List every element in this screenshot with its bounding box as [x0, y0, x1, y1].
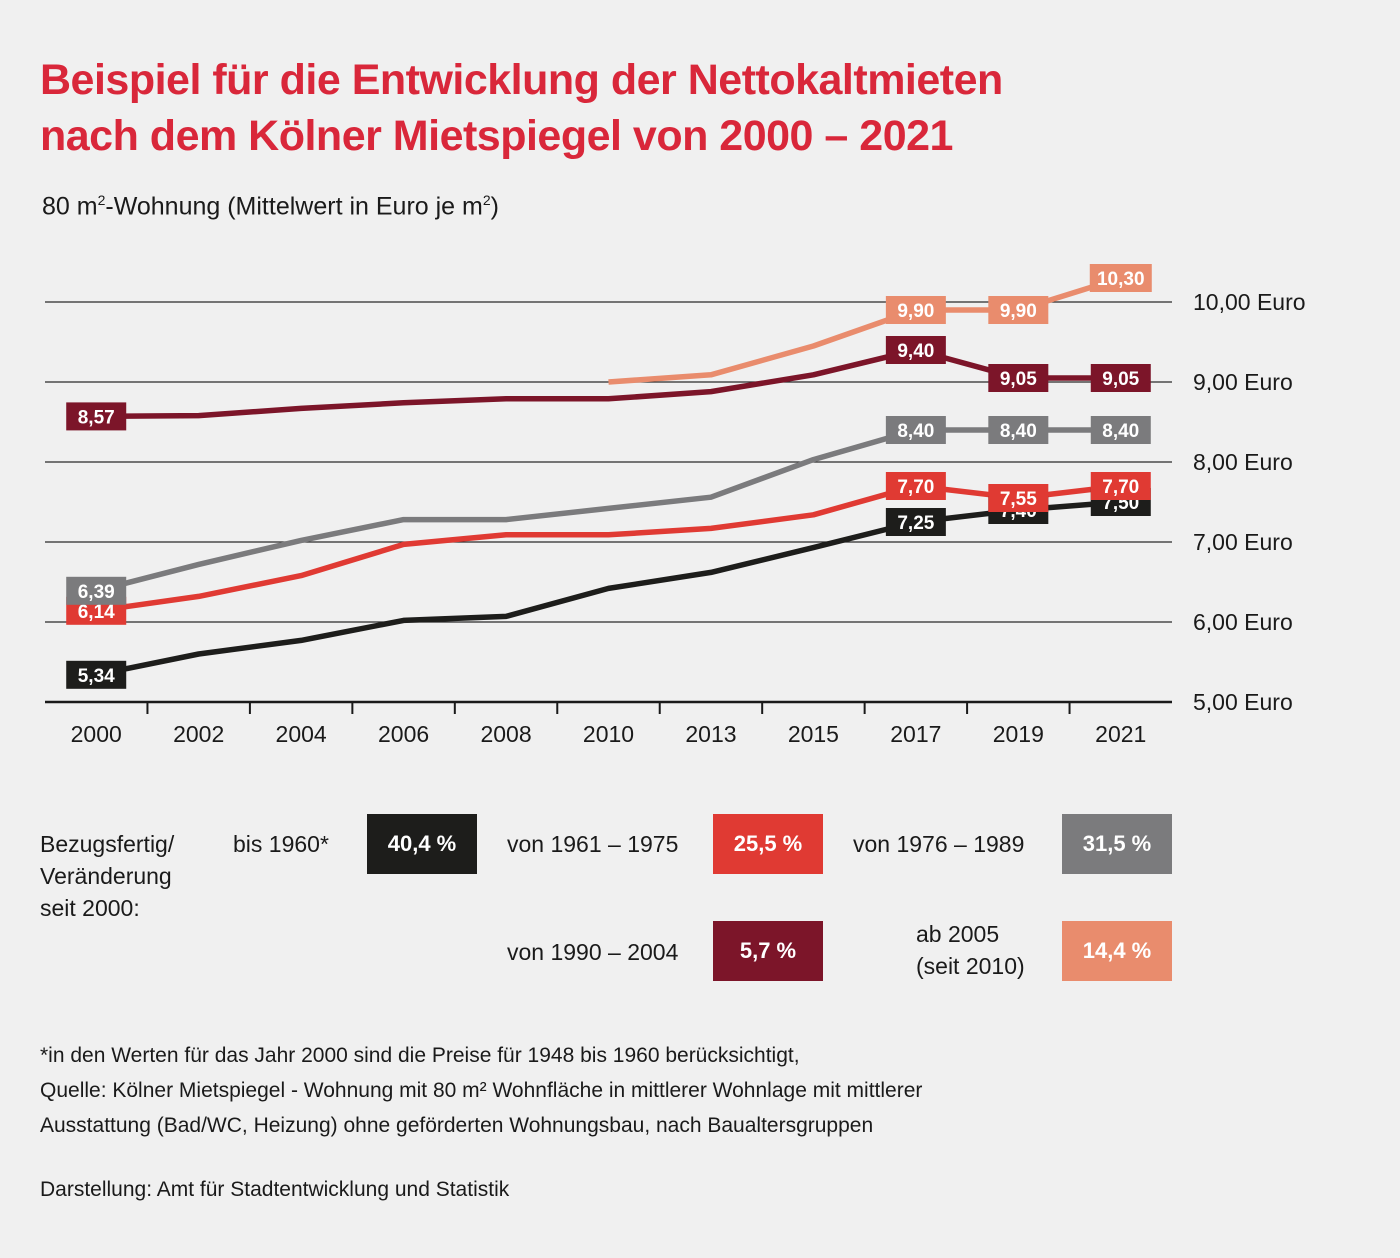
gridlines [45, 301, 1172, 623]
data-label-box [988, 416, 1049, 444]
series-lines [95, 275, 1122, 678]
footnote-line2: Quelle: Kölner Mietspiegel - Wohnung mit… [40, 1079, 923, 1102]
legend-label-1976-1989: von 1976 – 1989 [853, 831, 1025, 857]
legend-heading-line1: Bezugsfertig/ [40, 831, 175, 857]
subtitle-superscript-1: 2 [97, 192, 106, 208]
legend-value-1990-2004: 5,7 % [713, 921, 823, 981]
data-label-box [1089, 264, 1152, 292]
footnotes: *in den Werten für das Jahr 2000 sind di… [40, 1038, 1340, 1143]
data-label: 7,70 [1102, 477, 1139, 498]
data-label: 6,14 [78, 602, 115, 623]
data-label-box [1090, 416, 1151, 444]
chart-subtitle: 80 m2-Wohnung (Mittelwert in Euro je m2) [42, 192, 499, 221]
data-label-box [885, 296, 946, 324]
legend-label-1990-2004: von 1990 – 2004 [507, 939, 679, 965]
data-label: 8,40 [1102, 421, 1139, 442]
data-label-box [988, 296, 1049, 324]
y-tick-label: 8,00 Euro [1193, 449, 1293, 475]
legend-label-ab-2005-line2: (seit 2010) [916, 953, 1025, 979]
x-tick-label: 2000 [71, 721, 122, 747]
data-label: 7,25 [897, 513, 934, 534]
legend-label-bis-1960: bis 1960* [233, 831, 329, 857]
line-chart: 10,00 Euro 9,00 Euro 8,00 Euro 7,00 Euro 6,0… [45, 264, 1306, 747]
x-tick-label: 2006 [378, 721, 429, 747]
x-tick-label: 2019 [993, 721, 1044, 747]
y-tick-label: 6,00 Euro [1193, 609, 1293, 635]
y-tick-label: 7,00 Euro [1193, 529, 1293, 555]
data-label-box [885, 416, 946, 444]
data-label-box [66, 402, 127, 431]
subtitle-prefix: 80 m [42, 192, 98, 221]
subtitle-middle: -Wohnung (Mittelwert in Euro je m [105, 192, 483, 221]
chart-title-line1: Beispiel für die Entwicklung der Nettoka… [40, 56, 1003, 104]
data-label: 5,34 [78, 666, 115, 687]
data-label: 7,70 [897, 477, 934, 498]
legend-label-ab-2005-line1: ab 2005 [916, 921, 1000, 947]
subtitle-superscript-2: 2 [482, 192, 491, 208]
x-tick-label: 2013 [685, 721, 736, 747]
x-axis: 2000 2002 2004 2006 2008 2010 2013 2015 2017 2019… [45, 700, 1172, 747]
data-label: 9,05 [1000, 369, 1037, 390]
footnote-line3: Ausstattung (Bad/WC, Heizung) ohne geför… [40, 1114, 874, 1137]
x-tick-label: 2017 [890, 721, 941, 747]
footnote-line1: *in den Werten für das Jahr 2000 sind di… [40, 1044, 800, 1067]
x-tick-label: 2010 [583, 721, 634, 747]
credit-line: Darstellung: Amt für Stadtentwicklung un… [40, 1178, 510, 1201]
data-label-box [1090, 364, 1151, 392]
y-axis-labels: 10,00 Euro 9,00 Euro 8,00 Euro 7,00 Euro 6,0… [1193, 289, 1306, 715]
y-tick-label: 5,00 Euro [1193, 689, 1293, 715]
data-label: 9,05 [1102, 369, 1139, 390]
data-label: 9,40 [897, 341, 934, 362]
data-label: 8,40 [1000, 421, 1037, 442]
data-label-box [1090, 472, 1151, 500]
x-tick-label: 2015 [788, 721, 839, 747]
x-tick-label: 2004 [276, 721, 327, 747]
data-label-box [885, 336, 946, 364]
data-label-box [66, 576, 127, 605]
data-label: 9,90 [897, 301, 934, 322]
series-line [95, 427, 1121, 594]
chart-title: Beispiel für die Entwicklung der Nettoka… [40, 52, 1240, 164]
data-label-box [988, 364, 1049, 392]
data-label-box [66, 660, 127, 689]
y-tick-label: 10,00 Euro [1193, 289, 1306, 315]
legend-label-1961-1975: von 1961 – 1975 [507, 831, 679, 857]
legend-heading-line3: seit 2000: [40, 895, 140, 921]
data-label: 8,40 [897, 421, 934, 442]
legend-value-bis-1960: 40,4 % [367, 814, 477, 874]
y-tick-label: 9,00 Euro [1193, 369, 1293, 395]
legend-value-1961-1975: 25,5 % [713, 814, 823, 874]
data-label: 10,30 [1097, 269, 1145, 290]
subtitle-suffix: ) [490, 192, 499, 221]
legend-heading: Bezugsfertig/ Veränderung seit 2000: [40, 828, 174, 924]
data-label: 6,39 [78, 582, 115, 603]
series-line [95, 499, 1121, 678]
x-tick-label: 2002 [173, 721, 224, 747]
chart-title-line2: nach dem Kölner Mietspiegel von 2000 – 2… [40, 112, 953, 160]
data-label: 9,90 [1000, 301, 1037, 322]
data-label-box [988, 484, 1049, 512]
data-label-box [885, 508, 946, 536]
legend-label-ab-2005: ab 2005 (seit 2010) [916, 918, 1025, 982]
legend-value-ab-2005: 14,4 % [1062, 921, 1172, 981]
legend-heading-line2: Veränderung [40, 863, 172, 889]
x-tick-label: 2008 [480, 721, 531, 747]
data-labels: 5,347,257,407,506,147,707,557,706,398,40… [66, 264, 1152, 689]
data-label: 8,57 [78, 407, 115, 428]
data-label: 7,55 [1000, 489, 1037, 510]
series-line [96, 347, 1121, 420]
x-tick-label: 2021 [1095, 721, 1146, 747]
legend-value-1976-1989: 31,5 % [1062, 814, 1172, 874]
series-line [95, 483, 1122, 614]
data-label-box [885, 472, 946, 500]
